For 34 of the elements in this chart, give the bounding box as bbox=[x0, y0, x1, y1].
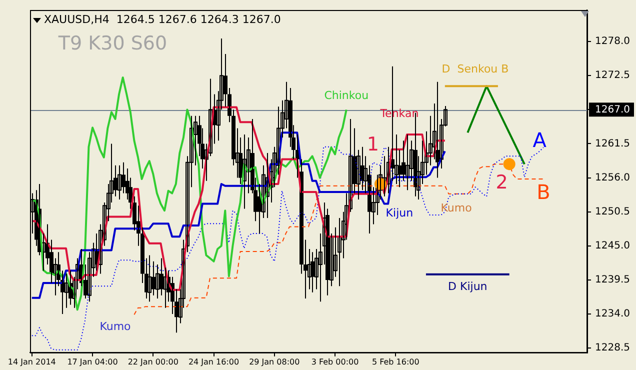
series-label: Kijun bbox=[386, 206, 414, 220]
y-tick-label: 1256.0 bbox=[595, 172, 630, 184]
candlestick bbox=[242, 134, 246, 210]
series-label: D Senkou B bbox=[442, 62, 509, 76]
candlestick bbox=[406, 134, 410, 191]
series-label: D Kijun bbox=[448, 280, 488, 294]
y-tick-label: 1272.5 bbox=[595, 70, 630, 82]
annotation: Kumo bbox=[100, 320, 132, 333]
y-tick-label: 1278.0 bbox=[595, 36, 630, 48]
series-label: B bbox=[536, 180, 550, 204]
x-tick-label: 17 Jan 04:00 bbox=[67, 357, 118, 366]
series-label: Chinkou bbox=[324, 88, 369, 102]
candlestick bbox=[148, 254, 152, 302]
candlestick bbox=[266, 152, 270, 219]
y-tick-label: 1261.5 bbox=[595, 138, 630, 150]
x-tick-label: 24 Jan 16:00 bbox=[188, 357, 240, 366]
y-tick-label: 1234.0 bbox=[595, 308, 630, 320]
series-label: A bbox=[532, 128, 547, 152]
y-tick-label: 1267.0 bbox=[595, 104, 630, 116]
x-tick-label: 29 Jan 08:00 bbox=[249, 357, 300, 366]
x-tick-label: 22 Jan 00:00 bbox=[128, 357, 178, 366]
chart-title: XAUUSD,H4 1264.5 1267.6 1264.3 1267.0 bbox=[44, 12, 281, 26]
y-tick-label: 1245.0 bbox=[595, 240, 630, 252]
annotation: T9 K30 S60 bbox=[57, 32, 168, 55]
candlestick bbox=[118, 164, 122, 200]
y-tick-label: 1250.5 bbox=[595, 206, 630, 218]
x-tick-label: 5 Feb 16:00 bbox=[372, 357, 420, 366]
annotation: 2 bbox=[496, 171, 508, 194]
x-tick-label: 3 Feb 00:00 bbox=[311, 357, 359, 366]
y-tick-label: 1239.5 bbox=[595, 274, 630, 286]
annotation: 1 bbox=[366, 134, 379, 156]
x-tick-label: 14 Jan 2014 bbox=[8, 357, 56, 366]
y-tick-label: 1228.5 bbox=[595, 342, 630, 354]
annotation: Kumo bbox=[440, 202, 472, 215]
